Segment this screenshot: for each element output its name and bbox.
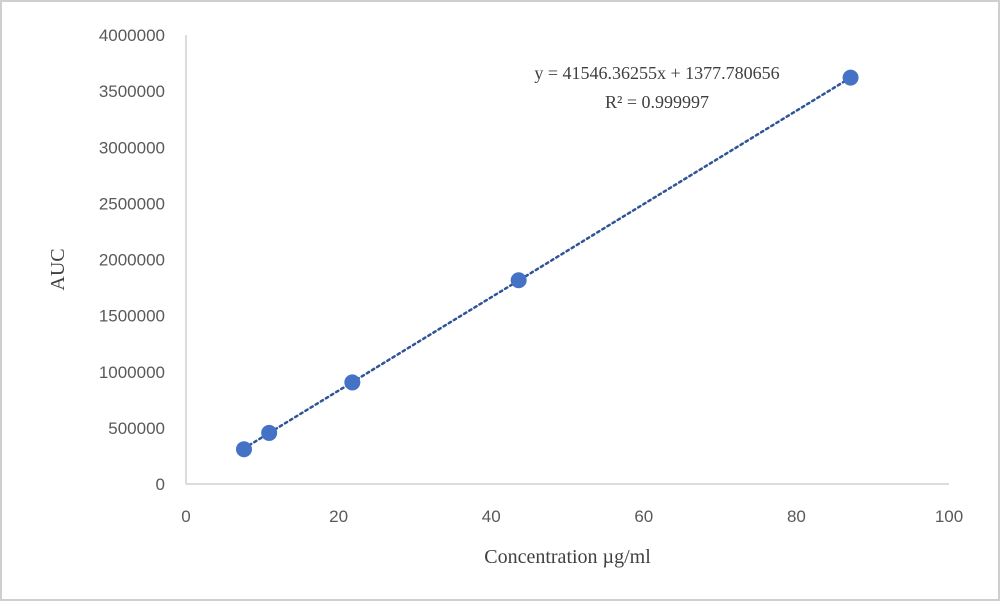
x-tick-label: 80 bbox=[787, 507, 806, 526]
tick-labels-layer: 0 500000 1000000 1500000 2000000 2500000 30000… bbox=[99, 26, 963, 526]
points-layer bbox=[235, 69, 859, 458]
x-axis-title: Concentration µg/ml bbox=[484, 546, 651, 568]
y-axis-title: AUC bbox=[47, 248, 69, 290]
data-point bbox=[842, 69, 859, 86]
y-tick-label: 2500000 bbox=[99, 194, 165, 213]
x-tick-label: 60 bbox=[634, 507, 653, 526]
data-point bbox=[344, 374, 361, 391]
y-tick-label: 0 bbox=[156, 475, 165, 494]
x-tick-label: 100 bbox=[935, 507, 963, 526]
y-tick-label: 2000000 bbox=[99, 251, 165, 270]
data-point bbox=[235, 441, 252, 458]
x-tick-label: 20 bbox=[329, 507, 348, 526]
y-tick-label: 3500000 bbox=[99, 82, 165, 101]
y-tick-label: 1500000 bbox=[99, 307, 165, 326]
trendline-equation: y = 41546.36255x + 1377.780656 bbox=[534, 63, 779, 83]
trendline bbox=[242, 76, 852, 450]
y-tick-label: 1000000 bbox=[99, 363, 165, 382]
data-point bbox=[510, 272, 527, 289]
trendline-layer bbox=[242, 76, 852, 450]
y-tick-label: 4000000 bbox=[99, 26, 165, 45]
y-tick-label: 500000 bbox=[108, 419, 165, 438]
data-point bbox=[261, 424, 278, 441]
y-tick-label: 3000000 bbox=[99, 138, 165, 157]
axes-layer bbox=[185, 35, 949, 485]
trendline-r-squared: R² = 0.999997 bbox=[605, 92, 709, 112]
x-tick-label: 40 bbox=[482, 507, 501, 526]
x-tick-label: 0 bbox=[181, 507, 190, 526]
